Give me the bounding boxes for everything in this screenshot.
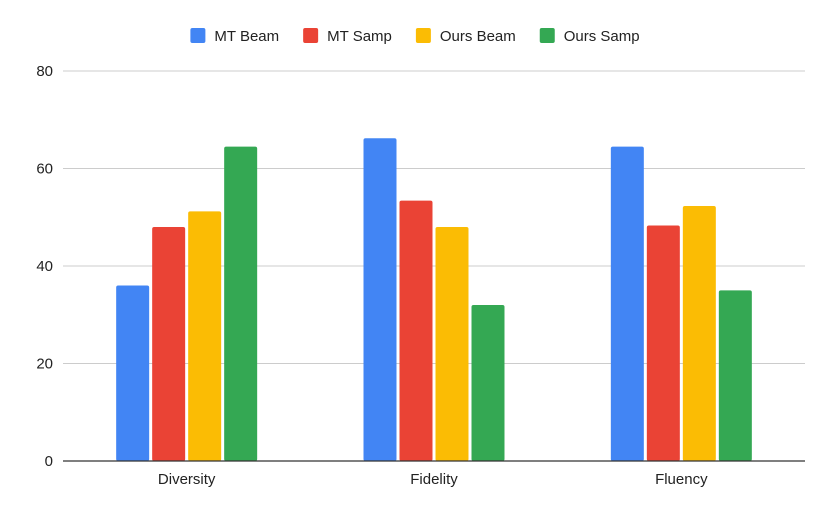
y-axis: 0 20 40 60 80	[36, 63, 53, 470]
y-tick-label: 20	[36, 356, 53, 373]
legend-item-ours-beam: Ours Beam	[415, 28, 516, 45]
x-tick-label: Fluency	[655, 471, 708, 488]
bar-mt-beam-diversity	[116, 285, 150, 461]
legend-label: MT Beam	[214, 28, 279, 45]
bar-ours-beam-fidelity	[435, 227, 469, 461]
bars	[116, 138, 752, 462]
x-tick-label: Fidelity	[410, 471, 458, 488]
legend-item-ours-samp: Ours Samp	[539, 28, 640, 45]
legend-swatch	[190, 28, 206, 43]
legend-item-mt-beam: MT Beam	[190, 28, 279, 45]
x-tick-label: Diversity	[158, 471, 216, 488]
legend-swatch	[303, 28, 319, 43]
bar-ours-samp-diversity	[224, 146, 258, 461]
bar-ours-beam-diversity	[188, 211, 222, 461]
y-tick-label: 0	[45, 453, 53, 470]
legend-item-mt-samp: MT Samp	[303, 28, 392, 45]
legend-label: Ours Samp	[564, 28, 640, 45]
bar-ours-samp-fluency	[718, 290, 752, 461]
bar-mt-samp-fidelity	[399, 200, 433, 462]
bar-ours-beam-fluency	[682, 206, 716, 461]
legend-label: MT Samp	[327, 28, 392, 45]
y-tick-label: 60	[36, 161, 53, 178]
y-tick-label: 40	[36, 258, 53, 275]
bar-mt-samp-diversity	[152, 227, 186, 461]
bar-mt-samp-fluency	[646, 225, 680, 461]
y-tick-label: 80	[36, 63, 53, 80]
legend-label: Ours Beam	[440, 28, 516, 45]
bar-ours-samp-fidelity	[471, 305, 505, 461]
legend-swatch	[539, 28, 555, 43]
legend-swatch	[415, 28, 431, 43]
bar-mt-beam-fidelity	[363, 138, 397, 461]
legend: MT Beam MT Samp Ours Beam Ours Samp	[190, 28, 640, 45]
x-axis: Diversity Fidelity Fluency	[63, 460, 805, 488]
grid	[63, 70, 805, 364]
bar-mt-beam-fluency	[610, 146, 644, 461]
